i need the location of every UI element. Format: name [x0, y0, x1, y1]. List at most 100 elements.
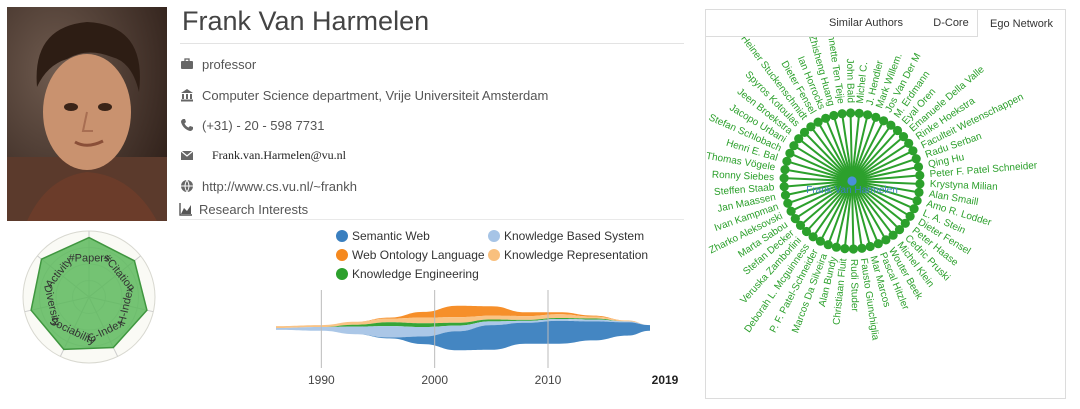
ego-node[interactable]	[898, 132, 909, 142]
ego-edge	[835, 180, 853, 248]
ego-node[interactable]	[909, 204, 919, 214]
ego-node-label: Rudi Studer	[848, 259, 860, 313]
ego-node[interactable]	[789, 141, 799, 151]
ego-edge	[851, 180, 863, 249]
ego-node[interactable]	[915, 179, 925, 189]
ego-node[interactable]	[821, 113, 831, 123]
ego-node[interactable]	[846, 108, 856, 118]
legend-item[interactable]: Knowledge Representation	[488, 248, 648, 262]
ego-node[interactable]	[848, 244, 858, 254]
ego-edge	[784, 177, 853, 182]
ego-node-label: John Bald	[844, 58, 856, 103]
phone-row: (+31) - 20 - 598 7731	[180, 115, 325, 135]
homepage-row[interactable]: http://www.cs.vu.nl/~frankh	[180, 176, 357, 196]
ego-node[interactable]	[886, 120, 896, 130]
tab-d-core[interactable]: D-Core	[933, 17, 969, 29]
ego-edge	[819, 180, 853, 242]
ego-node[interactable]	[780, 165, 790, 175]
ego-node[interactable]	[908, 146, 918, 156]
tab-ego-network[interactable]: Ego Network	[977, 10, 1066, 37]
ego-edge	[793, 144, 853, 182]
ego-node[interactable]	[780, 190, 791, 200]
ego-edge	[790, 180, 853, 213]
ego-node[interactable]	[854, 108, 864, 118]
axis-end-label: 2019	[652, 373, 679, 387]
ego-node[interactable]	[801, 226, 812, 237]
ego-edge	[841, 113, 853, 182]
ego-edge	[784, 180, 853, 188]
ego-edge	[851, 149, 914, 182]
ego-edge	[805, 180, 853, 233]
ego-edge	[832, 115, 853, 182]
homepage-link[interactable]: http://www.cs.vu.nl/~frankh	[202, 178, 357, 194]
ego-node[interactable]	[779, 173, 789, 183]
ego-node[interactable]	[783, 198, 793, 208]
ego-node[interactable]	[815, 236, 825, 246]
ego-node[interactable]	[779, 182, 789, 192]
ego-node[interactable]	[892, 125, 903, 136]
ego-node[interactable]	[873, 239, 883, 249]
ego-center-label: Frank Van Harmelen	[806, 185, 898, 196]
ego-edge	[851, 180, 894, 236]
ego-edge	[784, 168, 853, 182]
ego-node[interactable]	[879, 116, 889, 126]
legend-item[interactable]: Web Ontology Language	[336, 248, 485, 262]
ego-edge	[851, 180, 920, 194]
ego-node[interactable]	[881, 235, 891, 245]
ego-node[interactable]	[823, 240, 833, 250]
legend-label: Knowledge Engineering	[352, 267, 479, 281]
research-interests-label: Research Interests	[199, 201, 309, 217]
briefcase-icon	[180, 57, 194, 71]
ego-node[interactable]	[790, 214, 800, 224]
legend-item[interactable]: Knowledge Based System	[488, 229, 644, 243]
ego-node-label: Steffen Staab	[714, 182, 776, 198]
legend-item[interactable]: Semantic Web	[336, 229, 430, 243]
ego-node[interactable]	[888, 230, 898, 240]
ego-node[interactable]	[806, 122, 816, 132]
ego-node[interactable]	[831, 242, 841, 252]
ego-node[interactable]	[786, 206, 796, 216]
ego-node[interactable]	[915, 170, 925, 180]
ego-node[interactable]	[857, 243, 867, 253]
ego-node[interactable]	[900, 218, 910, 228]
ego-edge	[789, 152, 853, 182]
ego-node[interactable]	[813, 117, 823, 127]
ego-node[interactable]	[840, 244, 850, 254]
ego-node[interactable]	[782, 156, 792, 166]
legend-item[interactable]: Knowledge Engineering	[336, 267, 479, 281]
ego-edge	[849, 112, 853, 182]
ego-node[interactable]	[905, 211, 915, 221]
ego-node[interactable]	[911, 154, 921, 164]
ego-node[interactable]	[829, 110, 839, 121]
ego-edge	[786, 160, 853, 182]
ego-node[interactable]	[913, 162, 924, 172]
ego-node[interactable]	[795, 220, 806, 230]
ego-edge	[827, 180, 853, 246]
email-row: Frank.van.Harmelen@vu.nl	[180, 145, 346, 165]
ego-node[interactable]	[837, 109, 847, 119]
ego-node[interactable]	[904, 138, 914, 148]
ego-node[interactable]	[799, 127, 810, 137]
ego-edge	[851, 165, 919, 182]
ego-node[interactable]	[894, 225, 905, 235]
ego-edge	[851, 124, 892, 182]
axis-tick-label: 2010	[535, 373, 562, 387]
ego-node[interactable]	[871, 112, 881, 122]
ego-center-node[interactable]	[847, 176, 857, 186]
ego-node[interactable]	[914, 187, 924, 197]
divider	[180, 219, 684, 220]
legend-label: Knowledge Based System	[504, 229, 645, 243]
ego-edge	[851, 180, 872, 247]
ego-edge	[817, 121, 853, 182]
ego-node[interactable]	[808, 232, 818, 242]
ego-node[interactable]	[865, 241, 875, 252]
ego-node[interactable]	[785, 148, 795, 158]
ego-node[interactable]	[794, 134, 804, 144]
legend-swatch	[336, 249, 348, 261]
stream-layer-web-ontology-language	[276, 305, 650, 327]
tab-similar-authors[interactable]: Similar Authors	[829, 17, 903, 29]
ego-node[interactable]	[863, 110, 873, 120]
research-interests-heading: Research Interests	[179, 200, 308, 218]
ego-node[interactable]	[912, 196, 922, 206]
ego-edge	[851, 180, 880, 245]
